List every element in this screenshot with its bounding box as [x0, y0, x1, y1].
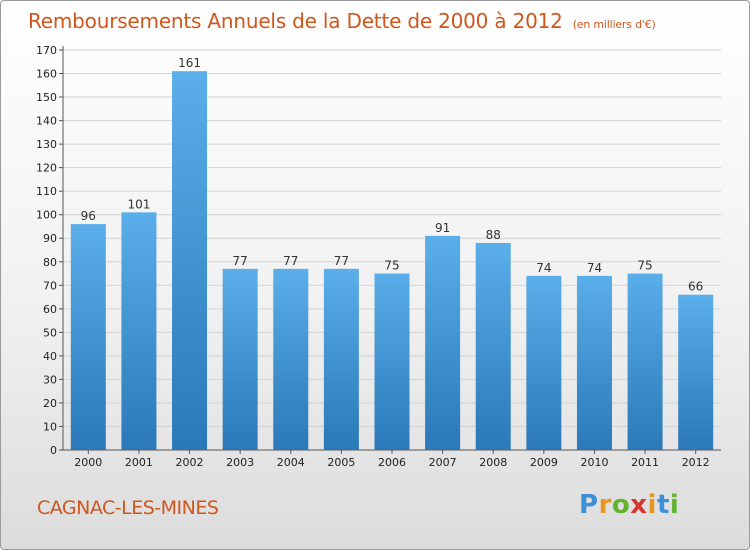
y-tick-label: 0: [50, 444, 57, 457]
data-label: 91: [435, 221, 450, 235]
x-tick-label: 2010: [580, 456, 608, 469]
data-label: 75: [384, 259, 399, 273]
data-label: 77: [283, 254, 298, 268]
x-tick-label: 2012: [682, 456, 710, 469]
x-tick-label: 2000: [74, 456, 102, 469]
bar-2002[interactable]: [172, 71, 208, 451]
x-tick-label: 2011: [631, 456, 659, 469]
y-tick-label: 50: [43, 326, 57, 339]
bar-2000[interactable]: [70, 224, 106, 450]
data-label: 74: [536, 261, 551, 275]
bar-2010[interactable]: [576, 275, 612, 450]
y-tick-label: 10: [43, 420, 57, 433]
y-tick-label: 20: [43, 397, 57, 410]
bar-2004[interactable]: [273, 268, 309, 450]
logo-letter: x: [630, 490, 648, 520]
bar-2011[interactable]: [627, 273, 663, 450]
logo-letter: i: [647, 490, 657, 520]
y-tick-label: 120: [36, 162, 57, 175]
data-label: 101: [127, 197, 150, 211]
bar-2009[interactable]: [526, 275, 562, 450]
x-tick-label: 2008: [479, 456, 507, 469]
chart-title: Remboursements Annuels de la Dette de 20…: [28, 9, 656, 33]
y-tick-label: 70: [43, 279, 57, 292]
chart-title-text: Remboursements Annuels de la Dette de 20…: [28, 9, 563, 33]
x-tick-label: 2004: [277, 456, 305, 469]
x-tick-label: 2005: [327, 456, 355, 469]
data-label: 75: [637, 259, 652, 273]
y-tick-label: 80: [43, 256, 57, 269]
y-tick-label: 100: [36, 209, 57, 222]
y-tick-label: 90: [43, 232, 57, 245]
y-tick-label: 150: [36, 91, 57, 104]
y-tick-label: 140: [36, 115, 57, 128]
x-tick-label: 2006: [378, 456, 406, 469]
bar-2006[interactable]: [374, 273, 410, 450]
logo-letter: r: [598, 490, 612, 520]
logo-letter: P: [579, 490, 599, 520]
x-tick-label: 2001: [125, 456, 153, 469]
data-label: 161: [178, 56, 201, 70]
data-label: 77: [334, 254, 349, 268]
x-tick-label: 2003: [226, 456, 254, 469]
x-tick-label: 2002: [176, 456, 204, 469]
axes: 0 10 20 30 40 50 60 70 80 90 100 110 120 130 140 150 160…: [36, 44, 721, 469]
data-label: 88: [486, 228, 501, 242]
y-tick-label: 160: [36, 68, 57, 81]
chart-subtitle: (en milliers d'€): [572, 18, 656, 31]
proxiti-logo[interactable]: Proxiti: [579, 490, 679, 520]
y-tick-label: 40: [43, 350, 57, 363]
y-tick-label: 110: [36, 185, 57, 198]
logo-letter: t: [656, 490, 670, 520]
y-tick-label: 30: [43, 373, 57, 386]
bar-2005[interactable]: [323, 268, 359, 450]
data-label: 96: [81, 209, 96, 223]
bar-2003[interactable]: [222, 268, 258, 450]
y-tick-label: 60: [43, 303, 57, 316]
x-tick-label: 2009: [530, 456, 558, 469]
y-tick-label: 170: [36, 44, 57, 57]
logo-letter: o: [611, 490, 631, 520]
bar-2001[interactable]: [121, 212, 157, 450]
town-name: CAGNAC-LES-MINES: [37, 497, 219, 519]
logo-letter: i: [669, 490, 680, 520]
data-label: 66: [688, 280, 703, 294]
bars: [70, 71, 714, 451]
data-label: 74: [587, 261, 602, 275]
bar-2008[interactable]: [475, 242, 511, 450]
data-label: 77: [233, 254, 248, 268]
bar-2012[interactable]: [678, 294, 714, 450]
x-tick-label: 2007: [429, 456, 457, 469]
y-tick-label: 130: [36, 138, 57, 151]
bar-2007[interactable]: [425, 235, 461, 450]
data-labels: 96 101 161 77 77 77 75 91 88 74 74 75 66: [81, 56, 704, 294]
